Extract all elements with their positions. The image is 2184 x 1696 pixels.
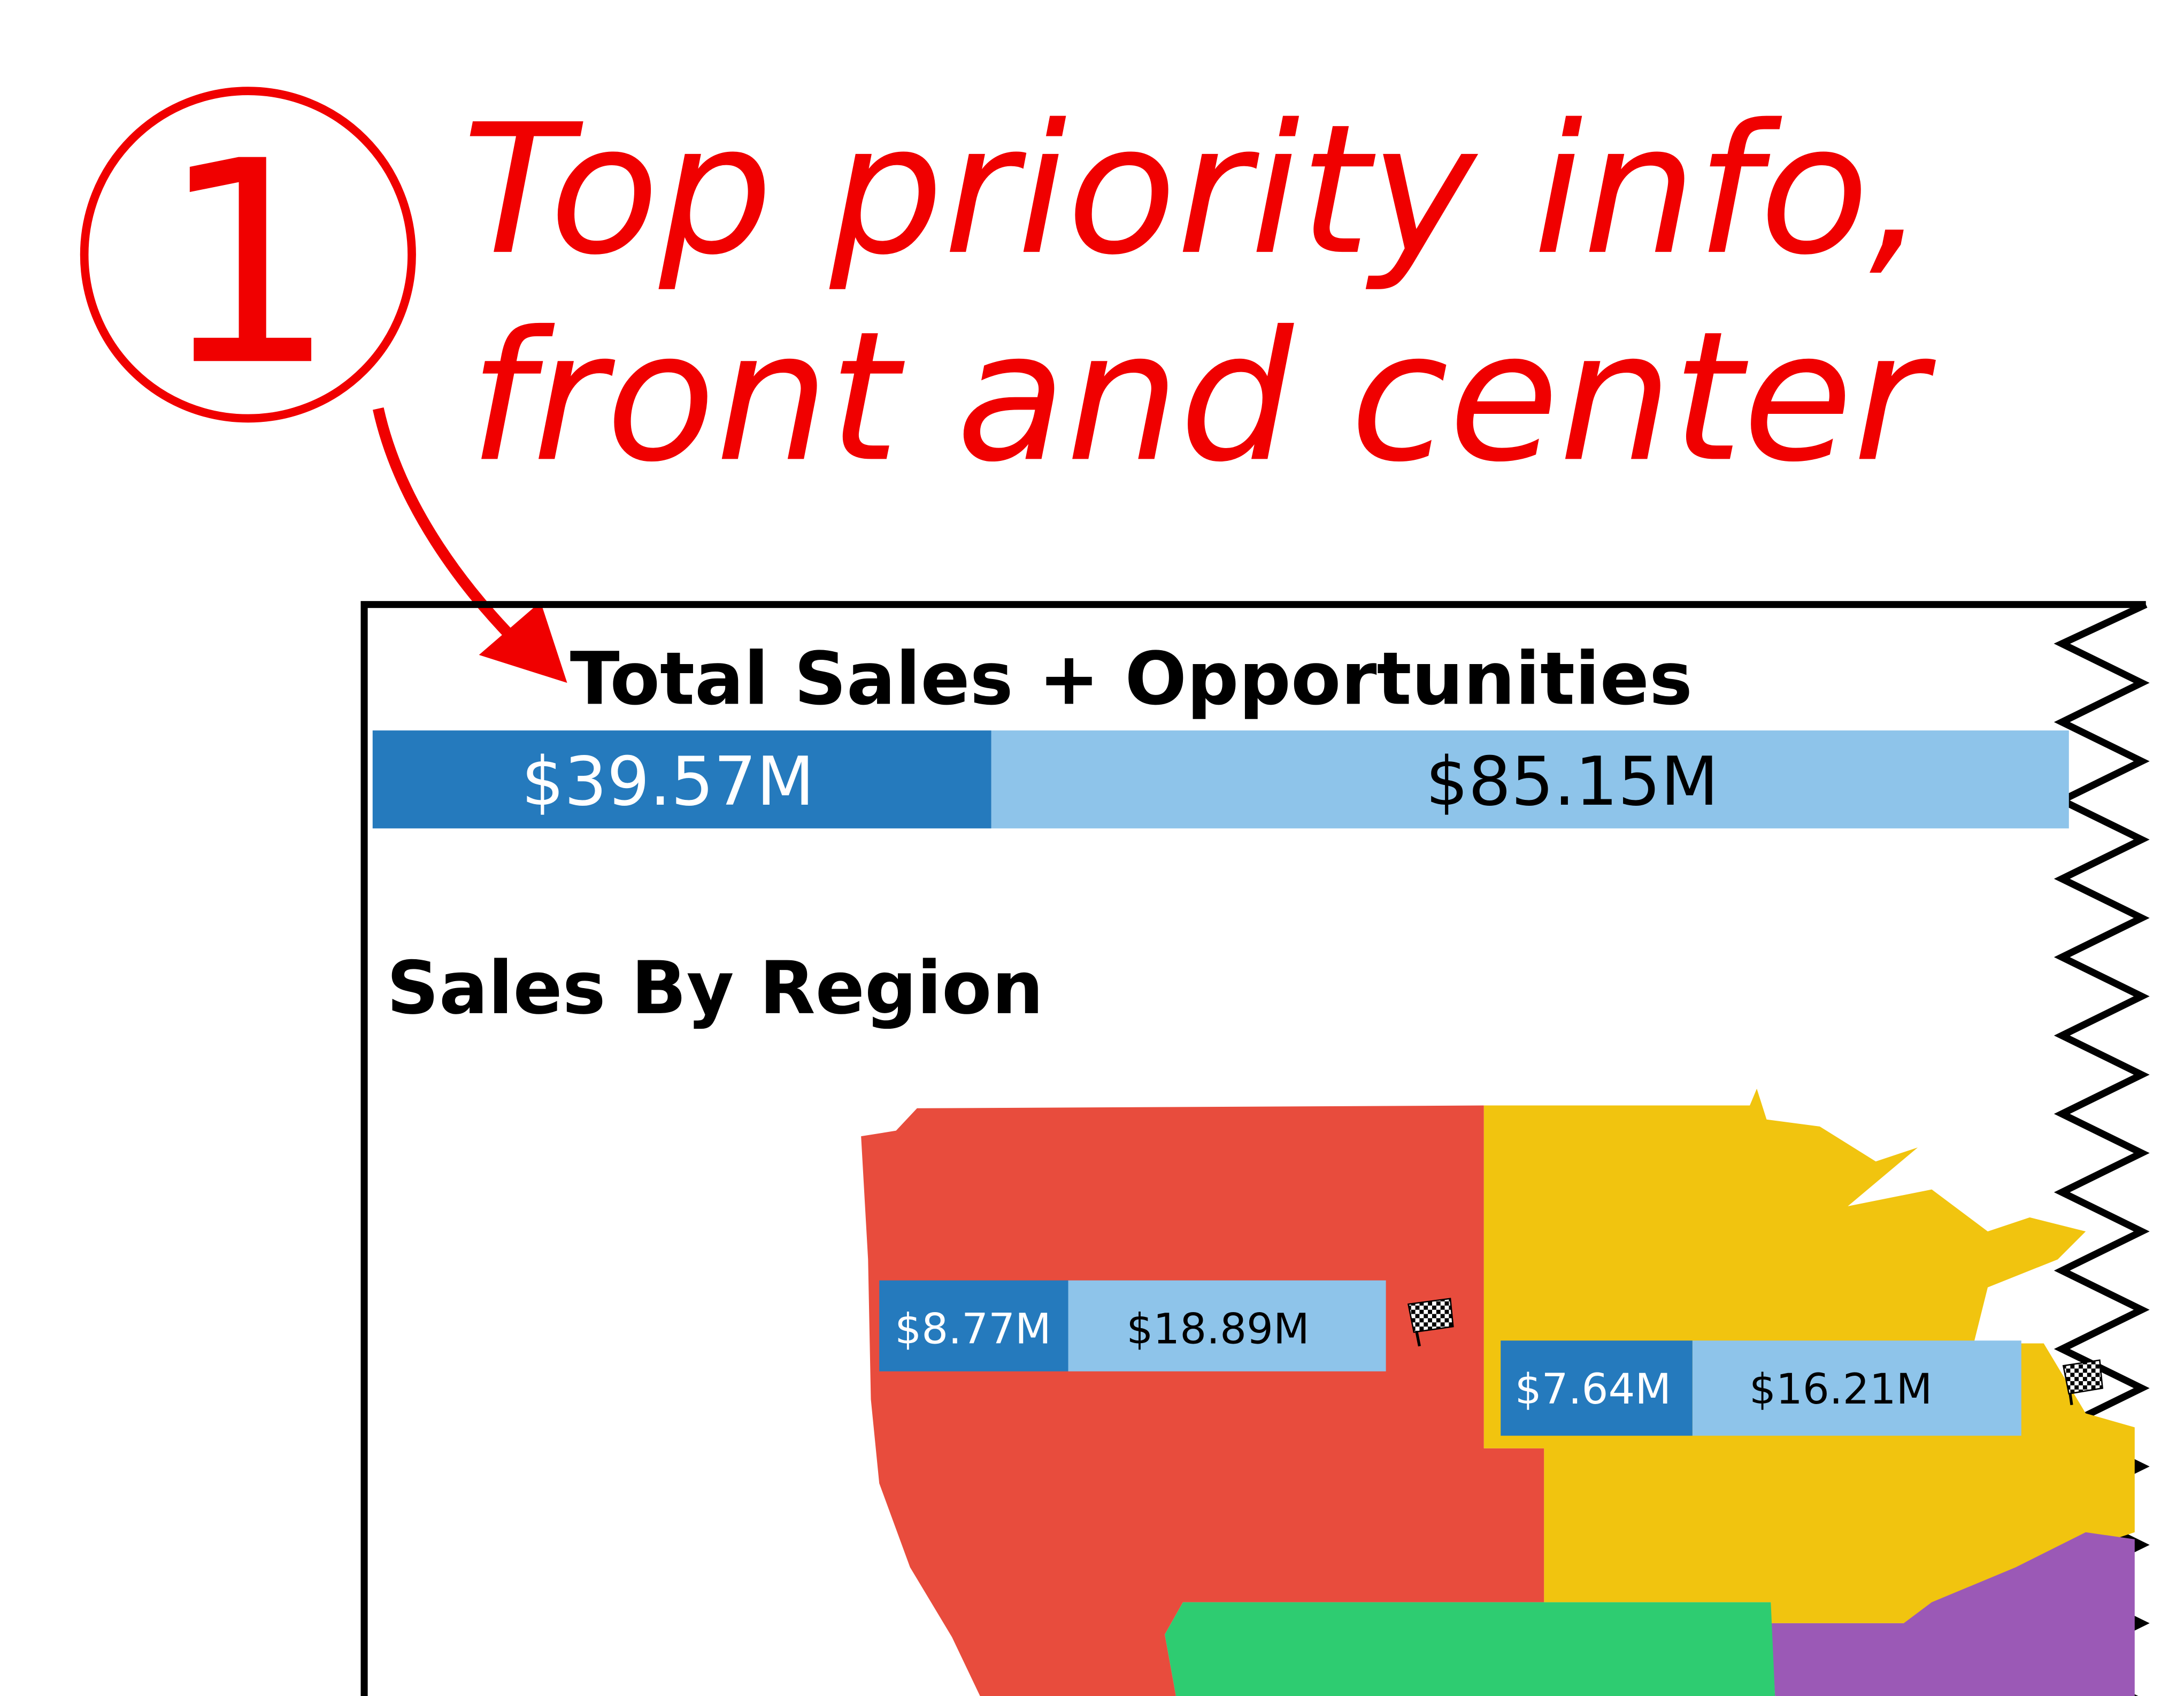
- total-sales-bar[interactable]: $39.57M $85.15M: [372, 730, 2069, 829]
- west-sales-label: $8.77M: [895, 1304, 1051, 1353]
- checkered-flag-icon: [1407, 1298, 1454, 1347]
- step-circle: [80, 87, 416, 423]
- checkered-flag-icon: [2062, 1359, 2104, 1406]
- region-west[interactable]: [861, 1105, 1544, 1696]
- central-sales-label: $7.64M: [1515, 1364, 1671, 1414]
- central-region-bar[interactable]: $7.64M $16.21M: [1501, 1340, 2021, 1436]
- annotation-line-2: front and center: [469, 293, 1937, 502]
- opportunities-label: $85.15M: [1426, 742, 1719, 821]
- region-south[interactable]: [1165, 1602, 1775, 1696]
- central-sales-bar[interactable]: [1501, 1340, 1693, 1436]
- sales-bar[interactable]: [372, 730, 991, 829]
- west-opportunities-bar[interactable]: [1068, 1280, 1386, 1371]
- step-number: 1: [159, 102, 337, 427]
- arrow-icon: [373, 407, 567, 683]
- region-east[interactable]: [1771, 1532, 2135, 1696]
- west-sales-bar[interactable]: [879, 1280, 1068, 1371]
- opportunities-bar[interactable]: [991, 730, 2069, 829]
- west-opportunities-label: $18.89M: [1126, 1304, 1309, 1353]
- annotation-line-1: Top priority info,: [462, 86, 1926, 295]
- sales-by-region-title: Sales By Region: [387, 946, 1043, 1031]
- total-sales-title: Total Sales + Opportunities: [570, 637, 1693, 721]
- west-region-bar[interactable]: $8.77M $18.89M: [879, 1280, 1386, 1371]
- dashboard-frame: [360, 601, 2146, 1696]
- sales-label: $39.57M: [521, 742, 814, 821]
- central-opportunities-label: $16.21M: [1749, 1364, 1932, 1414]
- central-opportunities-bar[interactable]: [1692, 1340, 2021, 1436]
- step-badge: 1: [80, 87, 416, 427]
